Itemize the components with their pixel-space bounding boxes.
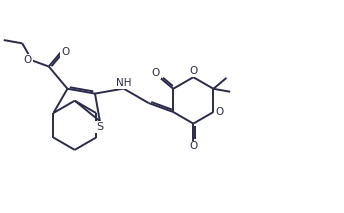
Text: O: O xyxy=(152,68,160,78)
Text: O: O xyxy=(189,141,197,151)
Text: O: O xyxy=(189,66,197,76)
Text: O: O xyxy=(61,47,69,57)
Text: O: O xyxy=(215,107,223,117)
Text: NH: NH xyxy=(116,78,131,88)
Text: O: O xyxy=(23,55,32,65)
Text: S: S xyxy=(96,122,104,132)
